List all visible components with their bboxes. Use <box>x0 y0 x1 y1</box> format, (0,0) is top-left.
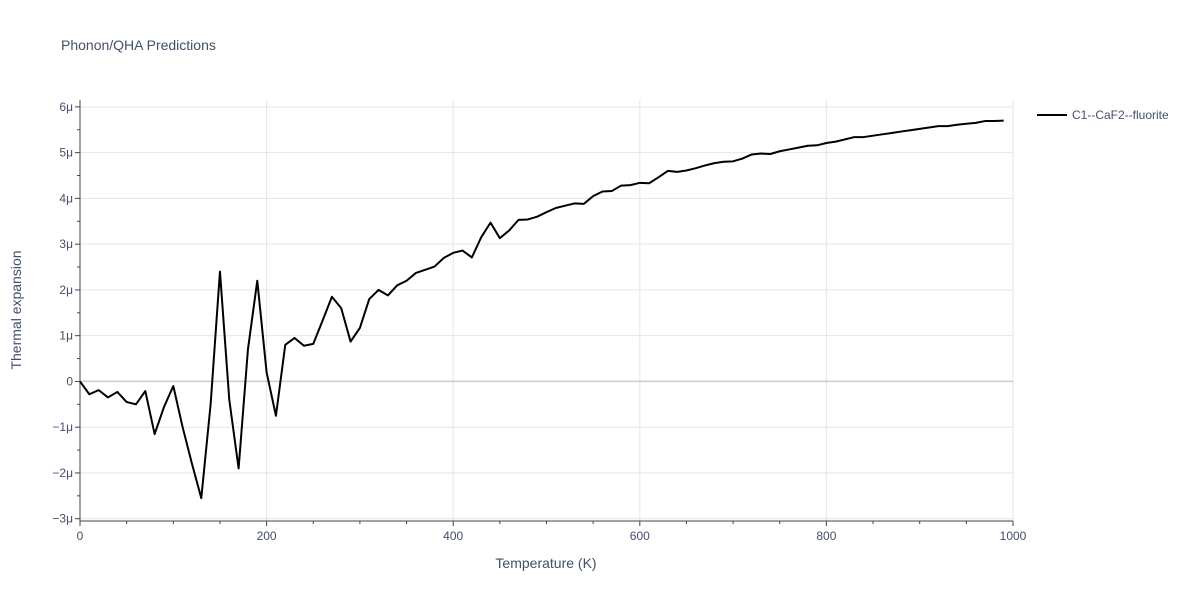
grid <box>80 100 1014 521</box>
series-layer <box>79 119 1004 500</box>
series-line[interactable] <box>79 119 1004 500</box>
x-tick-label: 200 <box>257 529 277 543</box>
x-tick-label: 0 <box>77 529 84 543</box>
x-tick-label: 800 <box>816 529 836 543</box>
y-tick-label: 2μ <box>59 283 73 297</box>
y-tick-label: −3μ <box>52 512 73 526</box>
chart-title: Phonon/QHA Predictions <box>61 37 216 53</box>
y-tick-label: 3μ <box>59 237 73 251</box>
legend-label: C1--CaF2--fluorite <box>1072 108 1169 122</box>
y-tick-label: 0 <box>66 374 73 388</box>
y-tick-label: −1μ <box>52 420 73 434</box>
y-axis-title: Thermal expansion <box>8 250 24 369</box>
y-tick-label: −2μ <box>52 466 73 480</box>
axes: 0 200 400 600 800 1000 −3μ −2μ −1μ 0 1μ 2μ 3μ 4μ 5μ 6μ <box>52 100 1026 543</box>
y-tick-label: 6μ <box>59 100 73 114</box>
x-axis-title: Temperature (K) <box>495 555 596 571</box>
y-tick-label: 1μ <box>59 329 73 343</box>
legend[interactable]: C1--CaF2--fluorite <box>1037 108 1169 122</box>
y-tick-label: 4μ <box>59 191 73 205</box>
x-tick-label: 600 <box>630 529 650 543</box>
y-tick-label: 5μ <box>59 146 73 160</box>
x-tick-label: 1000 <box>1000 529 1027 543</box>
x-tick-label: 400 <box>443 529 463 543</box>
